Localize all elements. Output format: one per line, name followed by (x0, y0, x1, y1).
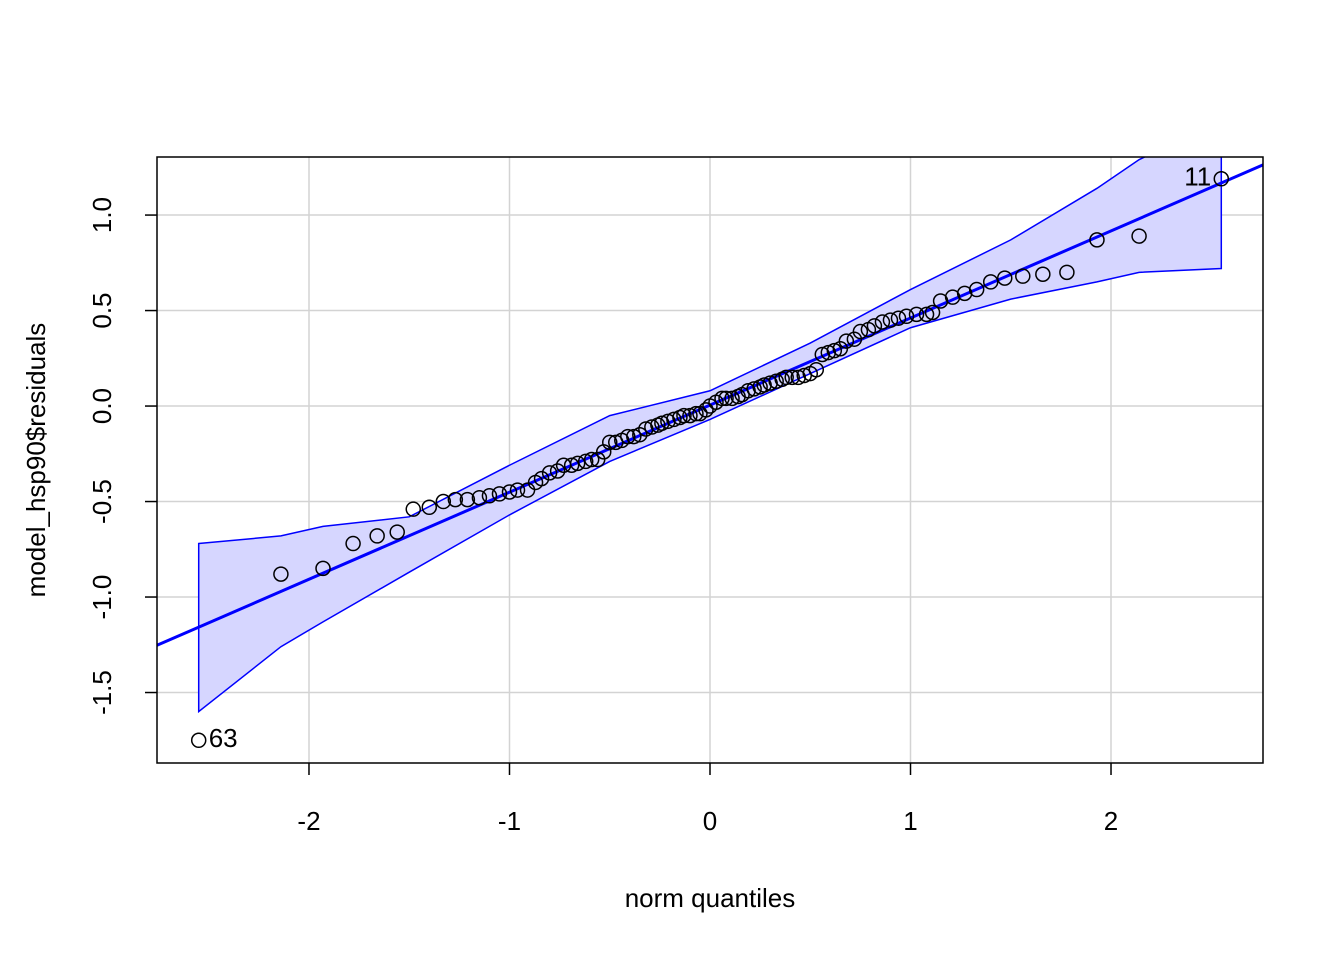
data-point (838, 333, 855, 349)
data-point (698, 402, 714, 418)
y-axis-title: model_hsp90$residuals (21, 323, 51, 598)
data-point (421, 499, 438, 516)
data-point (435, 493, 452, 510)
data-point (1015, 268, 1031, 284)
data-point (898, 308, 915, 325)
data-point (509, 482, 526, 498)
data-point (601, 434, 618, 451)
data-point (666, 411, 682, 428)
data-point (718, 390, 734, 407)
data-point (569, 455, 586, 472)
data-point (982, 274, 999, 290)
data-point (1089, 232, 1105, 248)
data-point (190, 732, 207, 749)
data-point (918, 306, 935, 323)
x-tick-label: 0 (703, 806, 717, 836)
x-tick-label: 1 (903, 806, 917, 836)
data-point (874, 314, 891, 330)
data-point (491, 486, 508, 502)
data-point (620, 428, 636, 445)
data-point (577, 453, 594, 470)
data-point (501, 484, 518, 500)
data-point (541, 465, 558, 481)
data-point (676, 407, 692, 424)
data-point (882, 312, 899, 328)
data-point (826, 342, 843, 359)
data-point (682, 407, 698, 424)
y-tick-label: 0.0 (87, 388, 117, 424)
data-point (808, 362, 825, 378)
data-point (632, 426, 648, 443)
data-point (924, 304, 941, 321)
x-tick-label: -1 (498, 806, 521, 836)
data-point (389, 524, 405, 540)
data-point (852, 323, 869, 340)
y-tick-label: 0.5 (87, 292, 117, 328)
point-label: 63 (209, 723, 238, 753)
data-point (724, 390, 740, 407)
data-point (996, 270, 1013, 286)
data-point (345, 535, 361, 552)
data-point (459, 491, 476, 508)
data-point (447, 491, 464, 508)
x-axis-title: norm quantiles (625, 883, 796, 913)
data-point (778, 369, 794, 386)
data-point (768, 373, 784, 389)
data-point (563, 457, 580, 474)
data-point (1131, 228, 1147, 244)
data-point (583, 451, 600, 468)
data-point (688, 405, 704, 422)
data-point (866, 318, 883, 334)
data-point (471, 489, 488, 506)
data-point (746, 381, 762, 397)
data-point (315, 560, 331, 577)
data-point (369, 528, 385, 544)
y-tick-label: -1.0 (87, 575, 117, 620)
data-point (784, 369, 800, 386)
data-point (405, 501, 421, 517)
data-point (481, 488, 498, 504)
data-point (1035, 266, 1051, 283)
data-point (626, 428, 642, 445)
data-point (1059, 264, 1075, 281)
data-point (644, 419, 660, 435)
data-point (714, 390, 730, 407)
data-point (273, 566, 289, 582)
y-tick-label: -0.5 (87, 479, 117, 524)
data-point (1213, 171, 1230, 187)
data-point (968, 281, 985, 298)
x-tick-label: 2 (1104, 806, 1118, 836)
data-point (908, 306, 925, 323)
plot-frame (156, 156, 1264, 764)
y-tick-label: -1.5 (87, 670, 117, 715)
data-point (890, 310, 907, 326)
data-point (533, 470, 550, 487)
x-tick-label: -2 (297, 806, 320, 836)
point-label: 11 (1184, 162, 1211, 192)
y-tick-label: 1.0 (87, 197, 117, 233)
data-point (549, 463, 566, 479)
